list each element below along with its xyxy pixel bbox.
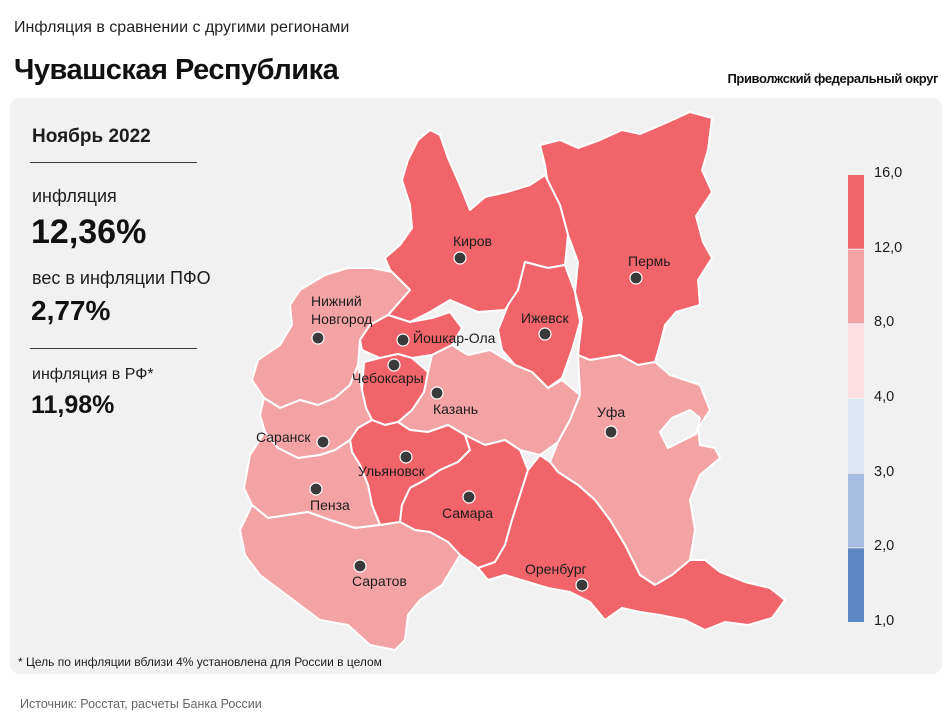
- city-label-yoshkar-ola: Йошкар-Ола: [413, 329, 496, 346]
- divider-bottom: [30, 348, 197, 349]
- city-labels: Киров Пермь Нижний Новгород Йошкар-Ола И…: [256, 233, 671, 589]
- city-dot-nizhny-novgorod[interactable]: [311, 331, 325, 345]
- city-label-kazan: Казань: [433, 401, 478, 417]
- weight-label: вес в инфляции ПФО: [32, 268, 211, 288]
- weight-value: 2,77%: [31, 295, 111, 326]
- legend-tick-label: 1,0: [874, 613, 895, 629]
- city-dot-cheboksary[interactable]: [387, 358, 401, 372]
- inflation-value: 12,36%: [31, 213, 147, 251]
- city-label-cheboksary: Чебоксары: [352, 370, 424, 386]
- rf-inflation-label: инфляция в РФ*: [32, 366, 154, 383]
- region-orenburg[interactable]: [477, 454, 786, 631]
- city-label-nizhny-novgorod-2: Новгород: [311, 311, 372, 327]
- city-label-penza: Пенза: [310, 497, 350, 513]
- city-label-saratov: Саратов: [352, 573, 407, 589]
- inflation-label: инфляция: [32, 186, 117, 206]
- rf-inflation-value: 11,98%: [31, 391, 115, 419]
- city-dot-samara[interactable]: [462, 490, 476, 504]
- legend-swatch: [848, 399, 864, 473]
- legend-tick-label: 12,0: [874, 239, 903, 256]
- city-dot-penza[interactable]: [309, 482, 323, 496]
- city-label-ulyanovsk: Ульяновск: [358, 463, 426, 479]
- page-subtitle: Инфляция в сравнении с другими регионами: [14, 19, 350, 36]
- city-label-samara: Самара: [442, 505, 493, 521]
- legend-swatch: [848, 175, 864, 249]
- legend-tick-label: 4,0: [874, 389, 895, 405]
- divider-top: [30, 162, 197, 163]
- city-dot-saratov[interactable]: [353, 559, 367, 573]
- city-label-orenburg: Оренбург: [525, 561, 587, 577]
- city-dot-ufa[interactable]: [604, 425, 618, 439]
- map-gap: [658, 408, 702, 450]
- city-label-nizhny-novgorod-1: Нижний: [311, 293, 362, 309]
- legend-bar: [848, 175, 864, 622]
- region-saratov[interactable]: [239, 504, 461, 651]
- legend-swatch: [848, 548, 864, 622]
- city-label-kirov: Киров: [453, 233, 492, 249]
- legend-swatch: [848, 324, 864, 398]
- city-label-ufa: Уфа: [597, 404, 625, 420]
- city-dot-perm[interactable]: [629, 271, 643, 285]
- city-label-perm: Пермь: [628, 253, 671, 269]
- city-label-izhevsk: Ижевск: [521, 310, 569, 326]
- legend-tick-label: 8,0: [874, 314, 895, 331]
- legend-tick-label: 2,0: [874, 538, 895, 555]
- footnote: * Цель по инфляции вблизи 4% установлена…: [18, 655, 382, 669]
- district-label: Приволжский федеральный округ: [727, 71, 938, 86]
- page-title: Чувашская Республика: [14, 54, 339, 86]
- city-dot-saransk[interactable]: [316, 435, 330, 449]
- source-note: Источник: Росстат, расчеты Банка России: [20, 697, 262, 711]
- city-dot-yoshkar-ola[interactable]: [396, 333, 410, 347]
- city-dot-orenburg[interactable]: [575, 578, 589, 592]
- city-markers: [309, 251, 643, 592]
- legend-tick-label: 16,0: [874, 165, 903, 181]
- city-label-saransk: Саранск: [256, 429, 311, 445]
- legend-swatch: [848, 249, 864, 324]
- city-dot-izhevsk[interactable]: [538, 327, 552, 341]
- legend-tick-label: 3,0: [874, 463, 895, 480]
- region-perm[interactable]: [539, 111, 713, 366]
- city-dot-kirov[interactable]: [453, 251, 467, 265]
- legend-swatch: [848, 473, 864, 548]
- period-label: Ноябрь 2022: [32, 126, 151, 147]
- city-dot-kazan[interactable]: [430, 386, 444, 400]
- city-dot-ulyanovsk[interactable]: [399, 450, 413, 464]
